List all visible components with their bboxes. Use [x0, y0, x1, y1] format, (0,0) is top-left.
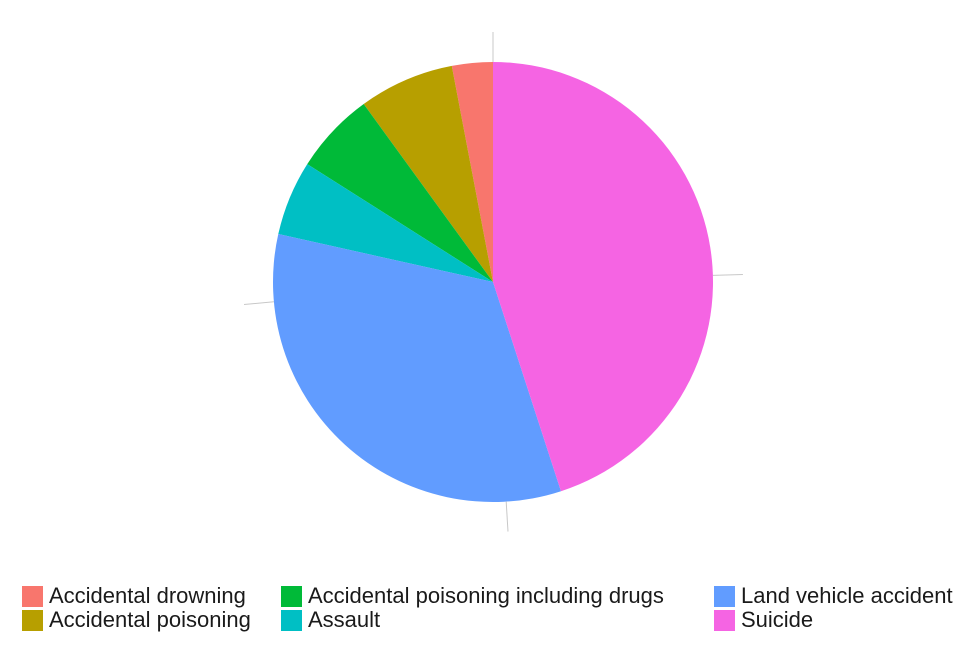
pie-slices [273, 61, 713, 503]
legend-label-accidental-drowning: Accidental drowning [49, 583, 246, 608]
legend-label-suicide: Suicide [741, 607, 814, 632]
pie-slice-assault [278, 164, 493, 282]
pie-slice-land-vehicle-accident [273, 234, 561, 503]
legend-label-land-vehicle-accident: Land vehicle accident [741, 583, 953, 608]
pie-slice-accidental-drowning [451, 62, 493, 282]
legend-swatch-assault [281, 609, 302, 631]
legend-label-accidental-poisoning: Accidental poisoning [49, 607, 251, 632]
legend-swatch-suicide [714, 609, 735, 631]
legend-swatch-accidental-drowning [22, 585, 43, 607]
pie-tick-3 [243, 301, 274, 305]
legend-item-suicide: Suicide [714, 609, 813, 631]
pie-tick-marks [243, 32, 743, 532]
legend-swatch-accidental-poisoning [22, 609, 43, 631]
legend-item-accidental-drowning: Accidental drowning [22, 585, 246, 607]
legend-label-accidental-poisoning-including-drugs: Accidental poisoning including drugs [308, 583, 664, 608]
legend-label-assault: Assault [308, 607, 381, 632]
legend-item-accidental-poisoning: Accidental poisoning [22, 609, 251, 631]
legend-swatch-accidental-poisoning-including-drugs [281, 585, 302, 607]
pie-tick-1 [712, 274, 743, 276]
pie-slice-suicide [493, 61, 713, 492]
pie-slice-accidental-poisoning [363, 65, 493, 282]
pie-tick-2 [505, 501, 509, 532]
legend-item-assault: Assault [281, 609, 380, 631]
legend-item-land-vehicle-accident: Land vehicle accident [714, 585, 953, 607]
legend-swatch-land-vehicle-accident [714, 585, 735, 607]
legend: Accidental drowning Accidental poisoning… [22, 585, 980, 635]
legend-item-accidental-poisoning-including-drugs: Accidental poisoning including drugs [281, 585, 664, 607]
pie-slice-accidental-poisoning-including-drugs [307, 104, 493, 282]
